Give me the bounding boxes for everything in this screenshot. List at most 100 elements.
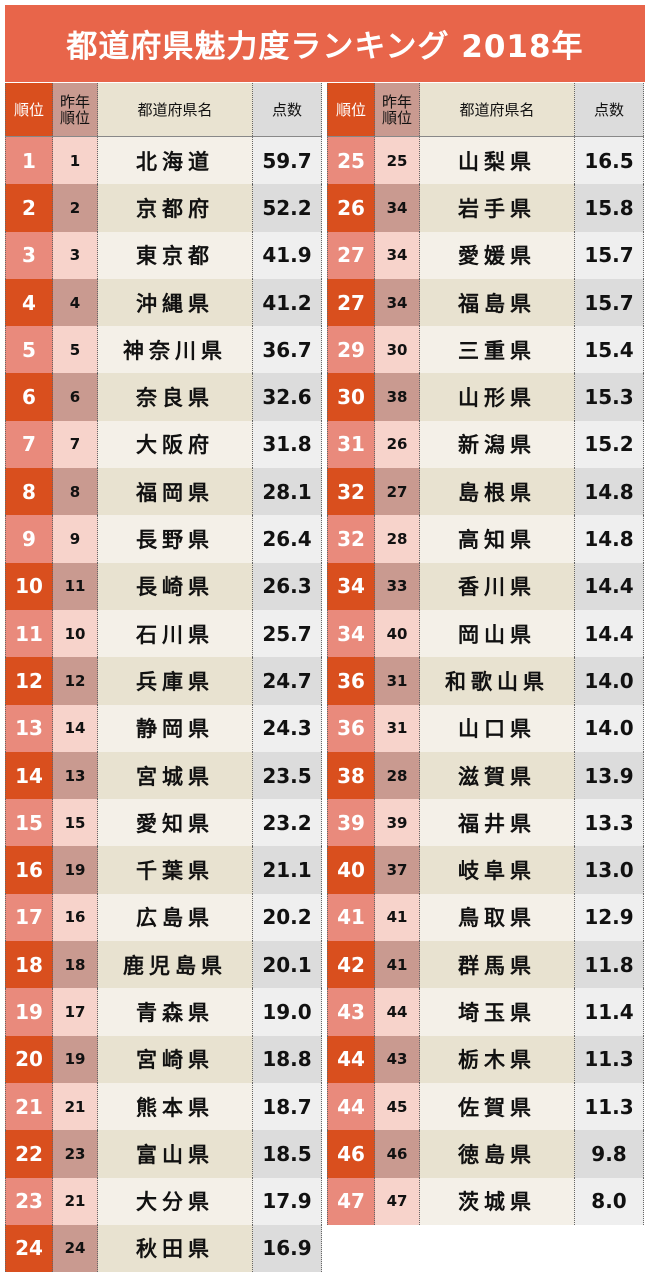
table-row: 8 8 福岡県 28.1 bbox=[5, 468, 322, 516]
prev-rank-cell: 28 bbox=[375, 515, 420, 563]
prefecture-name-cell: 福岡県 bbox=[98, 468, 253, 516]
table-row: 4 4 沖縄県 41.2 bbox=[5, 278, 322, 327]
rank-cell: 21 bbox=[5, 1082, 53, 1131]
score-cell: 14.0 bbox=[575, 704, 644, 752]
prefecture-name-cell: 宮崎県 bbox=[98, 1035, 253, 1083]
score-cell: 41.2 bbox=[253, 278, 322, 327]
header-name: 都道府県名 bbox=[420, 83, 575, 136]
table-row: 36 31 山口県 14.0 bbox=[327, 704, 644, 752]
rank-cell: 34 bbox=[327, 609, 375, 658]
table-row: 32 28 高知県 14.8 bbox=[327, 515, 644, 563]
rank-cell: 13 bbox=[5, 704, 53, 752]
prev-rank-cell: 34 bbox=[375, 184, 420, 232]
rank-cell: 1 bbox=[5, 137, 53, 185]
prev-rank-cell: 9 bbox=[53, 515, 98, 563]
prev-rank-cell: 26 bbox=[375, 420, 420, 469]
prev-rank-cell: 31 bbox=[375, 657, 420, 705]
score-cell: 8.0 bbox=[575, 1177, 644, 1225]
rank-cell: 22 bbox=[5, 1130, 53, 1178]
prev-rank-cell: 16 bbox=[53, 893, 98, 942]
score-cell: 59.7 bbox=[253, 137, 322, 185]
rank-cell: 40 bbox=[327, 846, 375, 894]
prefecture-name-cell: 茨城県 bbox=[420, 1177, 575, 1225]
score-cell: 17.9 bbox=[253, 1177, 322, 1225]
score-cell: 13.3 bbox=[575, 799, 644, 847]
rank-cell: 15 bbox=[5, 799, 53, 847]
prefecture-name-cell: 新潟県 bbox=[420, 420, 575, 469]
prefecture-name-cell: 熊本県 bbox=[98, 1082, 253, 1131]
rank-cell: 12 bbox=[5, 657, 53, 705]
prev-rank-cell: 19 bbox=[53, 1035, 98, 1083]
prefecture-name-cell: 鳥取県 bbox=[420, 893, 575, 942]
rank-cell: 18 bbox=[5, 941, 53, 989]
score-cell: 14.4 bbox=[575, 562, 644, 610]
score-cell: 11.3 bbox=[575, 1035, 644, 1083]
prev-rank-cell: 24 bbox=[53, 1224, 98, 1273]
table-row: 9 9 長野県 26.4 bbox=[5, 515, 322, 563]
prefecture-name-cell: 長崎県 bbox=[98, 562, 253, 610]
page-title: 都道府県魅力度ランキング 2018年 bbox=[5, 5, 645, 82]
rank-cell: 32 bbox=[327, 515, 375, 563]
header-prev-rank: 昨年順位 bbox=[53, 83, 98, 136]
prev-rank-cell: 19 bbox=[53, 846, 98, 894]
header-score: 点数 bbox=[575, 83, 644, 136]
rank-cell: 43 bbox=[327, 988, 375, 1036]
prev-rank-cell: 41 bbox=[375, 941, 420, 989]
prev-rank-cell: 47 bbox=[375, 1177, 420, 1225]
table-row: 30 38 山形県 15.3 bbox=[327, 373, 644, 421]
rank-cell: 30 bbox=[327, 373, 375, 421]
prev-rank-cell: 34 bbox=[375, 278, 420, 327]
score-cell: 9.8 bbox=[575, 1130, 644, 1178]
prev-rank-cell: 37 bbox=[375, 846, 420, 894]
score-cell: 11.8 bbox=[575, 941, 644, 989]
prefecture-name-cell: 東京都 bbox=[98, 231, 253, 279]
score-cell: 15.8 bbox=[575, 184, 644, 232]
prev-rank-cell: 38 bbox=[375, 373, 420, 421]
table-row: 25 25 山梨県 16.5 bbox=[327, 137, 644, 185]
score-cell: 26.3 bbox=[253, 562, 322, 610]
rank-cell: 17 bbox=[5, 893, 53, 942]
rank-cell: 10 bbox=[5, 562, 53, 610]
prefecture-name-cell: 兵庫県 bbox=[98, 657, 253, 705]
rank-cell: 31 bbox=[327, 420, 375, 469]
table-row: 7 7 大阪府 31.8 bbox=[5, 420, 322, 469]
table-row: 3 3 東京都 41.9 bbox=[5, 231, 322, 279]
table-row: 27 34 福島県 15.7 bbox=[327, 278, 644, 327]
prefecture-name-cell: 広島県 bbox=[98, 893, 253, 942]
rank-cell: 24 bbox=[5, 1224, 53, 1273]
score-cell: 13.9 bbox=[575, 751, 644, 800]
score-cell: 15.7 bbox=[575, 231, 644, 279]
score-cell: 11.3 bbox=[575, 1082, 644, 1131]
table-row: 34 33 香川県 14.4 bbox=[327, 562, 644, 610]
prev-rank-cell: 27 bbox=[375, 468, 420, 516]
prefecture-name-cell: 香川県 bbox=[420, 562, 575, 610]
table-row: 16 19 千葉県 21.1 bbox=[5, 846, 322, 894]
score-cell: 15.3 bbox=[575, 373, 644, 421]
prefecture-name-cell: 岐阜県 bbox=[420, 846, 575, 894]
score-cell: 36.7 bbox=[253, 326, 322, 374]
table-row: 31 26 新潟県 15.2 bbox=[327, 420, 644, 469]
prefecture-name-cell: 島根県 bbox=[420, 468, 575, 516]
prev-rank-cell: 8 bbox=[53, 468, 98, 516]
score-cell: 31.8 bbox=[253, 420, 322, 469]
ranking-table-right: 順位 昨年順位 都道府県名 点数 25 25 山梨県 16.5 26 34 岩手県 15.8 27 34 愛… bbox=[327, 83, 644, 1225]
score-cell: 15.7 bbox=[575, 278, 644, 327]
rank-cell: 27 bbox=[327, 231, 375, 279]
rank-cell: 32 bbox=[327, 468, 375, 516]
score-cell: 28.1 bbox=[253, 468, 322, 516]
table-row: 22 23 富山県 18.5 bbox=[5, 1130, 322, 1178]
prev-rank-cell: 25 bbox=[375, 137, 420, 185]
rank-cell: 44 bbox=[327, 1082, 375, 1131]
prefecture-name-cell: 愛知県 bbox=[98, 799, 253, 847]
rank-cell: 23 bbox=[5, 1177, 53, 1225]
score-cell: 11.4 bbox=[575, 988, 644, 1036]
score-cell: 20.2 bbox=[253, 893, 322, 942]
prefecture-name-cell: 山口県 bbox=[420, 704, 575, 752]
prefecture-name-cell: 栃木県 bbox=[420, 1035, 575, 1083]
prev-rank-cell: 14 bbox=[53, 704, 98, 752]
prefecture-name-cell: 滋賀県 bbox=[420, 751, 575, 800]
rank-cell: 42 bbox=[327, 941, 375, 989]
rank-cell: 34 bbox=[327, 562, 375, 610]
table-row: 42 41 群馬県 11.8 bbox=[327, 941, 644, 989]
score-cell: 18.7 bbox=[253, 1082, 322, 1131]
